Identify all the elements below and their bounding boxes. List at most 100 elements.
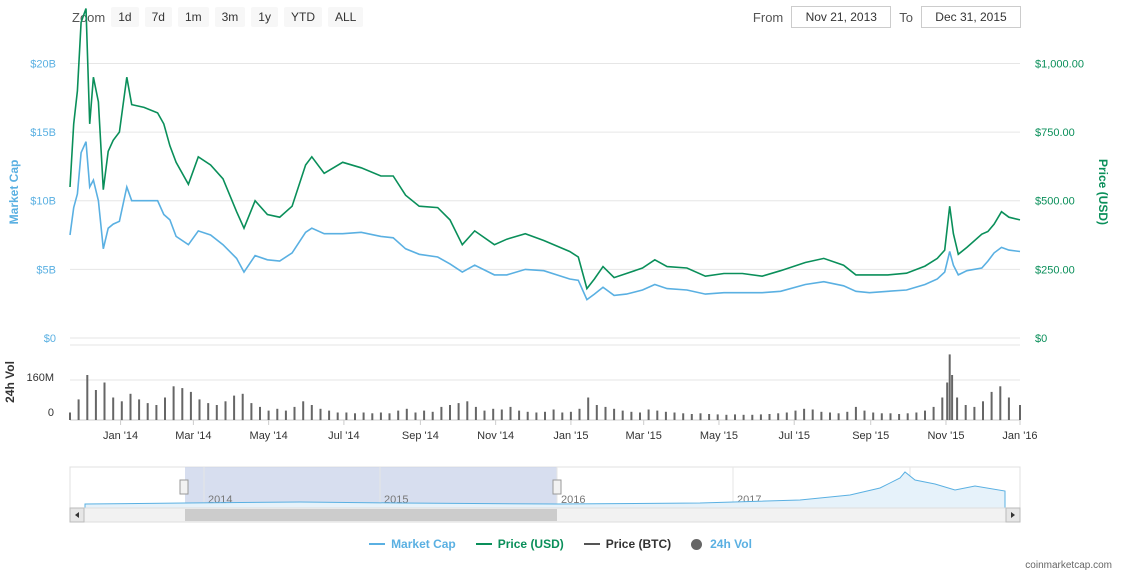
- zoom-all-button[interactable]: ALL: [327, 7, 364, 27]
- zoom-1y-button[interactable]: 1y: [251, 7, 278, 27]
- volume-bar: [948, 354, 951, 420]
- zoom-1d-button[interactable]: 1d: [111, 7, 139, 27]
- scrollbar-thumb[interactable]: [185, 509, 557, 521]
- volume-bar: [319, 408, 322, 421]
- date-axis-tick: May '15: [700, 430, 738, 442]
- volume-bar: [457, 403, 460, 420]
- volume-bar: [595, 405, 598, 420]
- volume-bar: [198, 399, 201, 420]
- volume-bar: [837, 413, 840, 421]
- volume-bar: [690, 414, 693, 420]
- volume-bar: [699, 413, 702, 421]
- volume-bar: [880, 413, 883, 421]
- volume-bar: [77, 399, 80, 420]
- navigator-selection[interactable]: [185, 467, 557, 508]
- volume-bar: [639, 412, 641, 420]
- credit-link[interactable]: coinmarketcap.com: [1025, 560, 1112, 571]
- volume-bar: [483, 410, 486, 420]
- date-axis-tick: Jul '15: [778, 430, 809, 442]
- volume-bar: [267, 410, 270, 420]
- date-axis-tick: Sep '15: [852, 430, 889, 442]
- legend-price-usd-swatch: [475, 543, 492, 545]
- volume-bar: [552, 409, 555, 420]
- volume-bar: [259, 406, 261, 420]
- left-axis-title: Market Cap: [7, 160, 21, 225]
- volume-bar: [725, 414, 728, 421]
- zoom-3m-button[interactable]: 3m: [214, 7, 246, 27]
- volume-bar: [518, 410, 521, 420]
- volume-bar: [526, 411, 529, 421]
- navigator-right-handle[interactable]: [552, 479, 562, 495]
- legend-price-usd[interactable]: Price (USD): [475, 537, 564, 551]
- volume-bar: [777, 413, 780, 421]
- volume-bar: [716, 414, 719, 420]
- date-axis-tick: Jul '14: [328, 430, 359, 442]
- volume-bar: [155, 405, 158, 420]
- volume-bar: [587, 397, 590, 420]
- zoom-1m-button[interactable]: 1m: [177, 7, 209, 27]
- volume-bar: [708, 414, 711, 420]
- volume-bar: [276, 408, 279, 421]
- legend-volume-label: 24h Vol: [710, 537, 752, 551]
- date-axis-tick: Mar '14: [175, 430, 211, 442]
- volume-bar: [946, 382, 949, 420]
- volume-bar: [94, 390, 97, 420]
- volume-bar: [656, 410, 659, 420]
- volume-axis-title: 24h Vol: [3, 361, 17, 403]
- price-usd-line: [69, 8, 1021, 291]
- volume-bar: [241, 393, 244, 421]
- zoom-7d-button[interactable]: 7d: [144, 7, 172, 27]
- date-axis-tick: Jan '16: [1002, 430, 1037, 442]
- volume-bar: [172, 386, 175, 421]
- volume-bar: [973, 406, 976, 420]
- legend: Market Cap Price (USD) Price (BTC) 24h V…: [0, 537, 1121, 551]
- volume-bar: [829, 412, 831, 420]
- price-chart[interactable]: $0 $5B $10B $15B $20B $0 $250.00 $500.00 $750.0…: [0, 0, 1121, 530]
- legend-volume-swatch: [691, 538, 703, 550]
- legend-volume[interactable]: 24h Vol: [691, 537, 752, 551]
- left-axis-tick: $15B: [30, 127, 56, 139]
- volume-bar: [759, 414, 762, 420]
- legend-price-btc-label: Price (BTC): [605, 537, 672, 551]
- volume-bar: [846, 411, 849, 421]
- right-axis-title: Price (USD): [1096, 159, 1110, 225]
- volume-bar: [734, 414, 736, 420]
- volume-bar: [284, 410, 287, 420]
- volume-bar: [932, 406, 935, 420]
- right-axis-tick: $1,000.00: [1035, 58, 1084, 70]
- volume-bar: [302, 401, 305, 421]
- left-axis-tick: $5B: [36, 264, 56, 276]
- volume-bar: [682, 413, 685, 421]
- volume-bar: [820, 411, 823, 421]
- volume-bar: [500, 409, 503, 420]
- volume-bar: [431, 411, 434, 421]
- to-date-input[interactable]: Dec 31, 2015: [921, 6, 1021, 28]
- navigator[interactable]: 20142015201620172018: [69, 466, 1021, 509]
- volume-bar: [388, 413, 391, 421]
- legend-market-cap-label: Market Cap: [391, 537, 456, 551]
- right-axis-tick: $0: [1035, 333, 1047, 345]
- legend-market-cap[interactable]: Market Cap: [369, 537, 456, 551]
- volume-bar: [379, 412, 382, 420]
- to-label: To: [899, 9, 913, 25]
- grid-lines: [70, 62, 1020, 421]
- zoom-ytd-button[interactable]: YTD: [283, 7, 322, 27]
- volume-bar: [863, 410, 866, 420]
- market-cap-axis: $0 $5B $10B $15B $20B: [30, 58, 56, 345]
- volume-bar: [604, 406, 607, 420]
- volume-bar: [872, 412, 875, 420]
- from-date-input[interactable]: Nov 21, 2013: [791, 6, 892, 28]
- volume-bar: [951, 375, 954, 420]
- date-axis: Jan '14 Mar '14 May '14 Jul '14 Sep '14 Nov '…: [103, 420, 1038, 442]
- scrollbar[interactable]: [69, 507, 1021, 523]
- volume-bar: [207, 403, 210, 420]
- legend-price-btc-swatch: [583, 543, 600, 545]
- volume-bar: [1019, 405, 1021, 420]
- volume-bar: [854, 406, 857, 420]
- date-axis-tick: Jan '14: [103, 430, 138, 442]
- volume-bar: [751, 414, 754, 421]
- navigator-left-handle[interactable]: [179, 479, 189, 495]
- volume-bar: [181, 388, 184, 420]
- legend-price-btc[interactable]: Price (BTC): [583, 537, 672, 551]
- volume-bar: [544, 411, 546, 421]
